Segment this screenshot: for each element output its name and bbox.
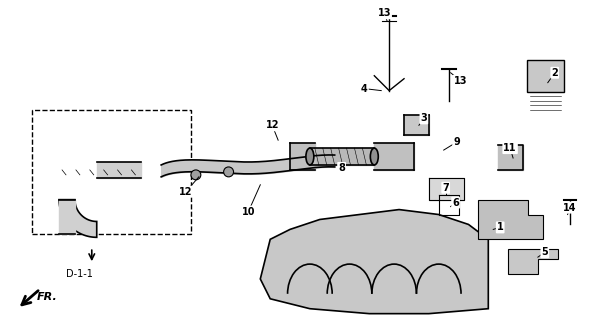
Text: 13: 13 <box>454 76 467 86</box>
Text: 9: 9 <box>453 137 460 147</box>
Text: 13: 13 <box>378 8 391 18</box>
Text: D-1-1: D-1-1 <box>67 269 93 279</box>
Text: 3: 3 <box>421 113 427 124</box>
Text: 14: 14 <box>563 203 576 212</box>
Text: 2: 2 <box>551 68 558 78</box>
Text: 8: 8 <box>338 163 345 173</box>
Ellipse shape <box>371 148 378 165</box>
FancyBboxPatch shape <box>527 60 563 92</box>
Text: 12: 12 <box>266 120 279 130</box>
Text: 11: 11 <box>503 143 517 153</box>
Polygon shape <box>260 210 489 314</box>
Polygon shape <box>478 200 543 239</box>
Text: 5: 5 <box>542 247 548 257</box>
Text: 1: 1 <box>497 222 504 232</box>
Text: FR.: FR. <box>37 292 58 302</box>
Polygon shape <box>59 200 97 237</box>
Text: 6: 6 <box>452 198 459 208</box>
Text: 12: 12 <box>179 187 193 197</box>
Text: 7: 7 <box>442 183 449 193</box>
Circle shape <box>224 167 234 177</box>
Circle shape <box>191 170 201 180</box>
Text: 10: 10 <box>242 206 255 217</box>
FancyBboxPatch shape <box>32 110 191 234</box>
Text: 4: 4 <box>361 84 368 94</box>
Polygon shape <box>508 249 558 274</box>
Ellipse shape <box>306 148 314 165</box>
